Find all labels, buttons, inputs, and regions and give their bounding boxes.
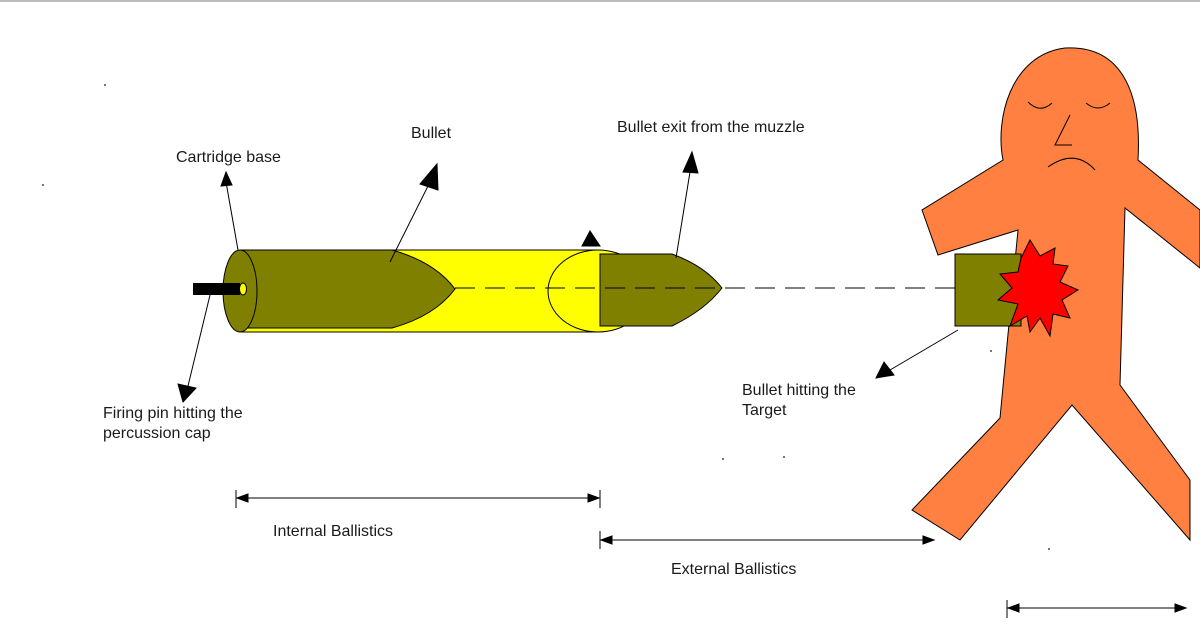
terminal-ballistics-span (1006, 600, 1188, 618)
bullet-hitting-label: Bullet hitting the Target (742, 381, 856, 421)
bullet-exit-label: Bullet exit from the muzzle (617, 119, 805, 136)
firing-pin-label-line1: Firing pin hitting the (103, 405, 243, 422)
cartridge-base-arrowhead (220, 170, 233, 187)
exiting-bullet (599, 253, 723, 327)
arrowhead-icon (581, 230, 601, 247)
left-eye (1027, 101, 1053, 109)
mouth (1047, 157, 1096, 171)
percussion-cap (239, 282, 247, 296)
bullet-label: Bullet (411, 125, 452, 142)
right-eye (1085, 102, 1111, 109)
external-ballistics-span (599, 531, 936, 549)
bullet-arrowhead (419, 162, 439, 191)
internal-ballistics-label: Internal Ballistics (273, 523, 394, 540)
bullet-hitting-pointer (889, 329, 959, 371)
nose (1054, 114, 1072, 146)
firing-pin-arrowhead (177, 383, 197, 403)
bullet-hitting-label-line1: Bullet hitting the (742, 382, 856, 399)
internal-ballistics-span (235, 490, 601, 508)
external-ballistics-label: External Ballistics (671, 561, 797, 578)
stray-marks (42, 84, 1050, 550)
cartridge-base-pointer (225, 181, 239, 251)
bullet-exit-arrowhead (682, 150, 699, 174)
face (1027, 101, 1111, 171)
pointers (177, 150, 959, 403)
cartridge-base-label: Cartridge base (176, 149, 281, 166)
firing-pin-pointer (187, 294, 211, 387)
cartridge (193, 249, 649, 333)
bullet-exit-pointer (675, 171, 691, 259)
bullet-inside-casing (239, 249, 456, 329)
firing-pin-label-line2: percussion cap (103, 425, 211, 442)
bullet-hitting-label-line2: Target (742, 402, 787, 419)
impact-burst-icon (996, 238, 1080, 338)
firing-pin (193, 283, 240, 295)
firing-pin-label: Firing pin hitting the percussion cap (103, 404, 243, 444)
bullet-pointer (389, 177, 433, 263)
bullet-hitting-arrowhead (875, 361, 895, 379)
